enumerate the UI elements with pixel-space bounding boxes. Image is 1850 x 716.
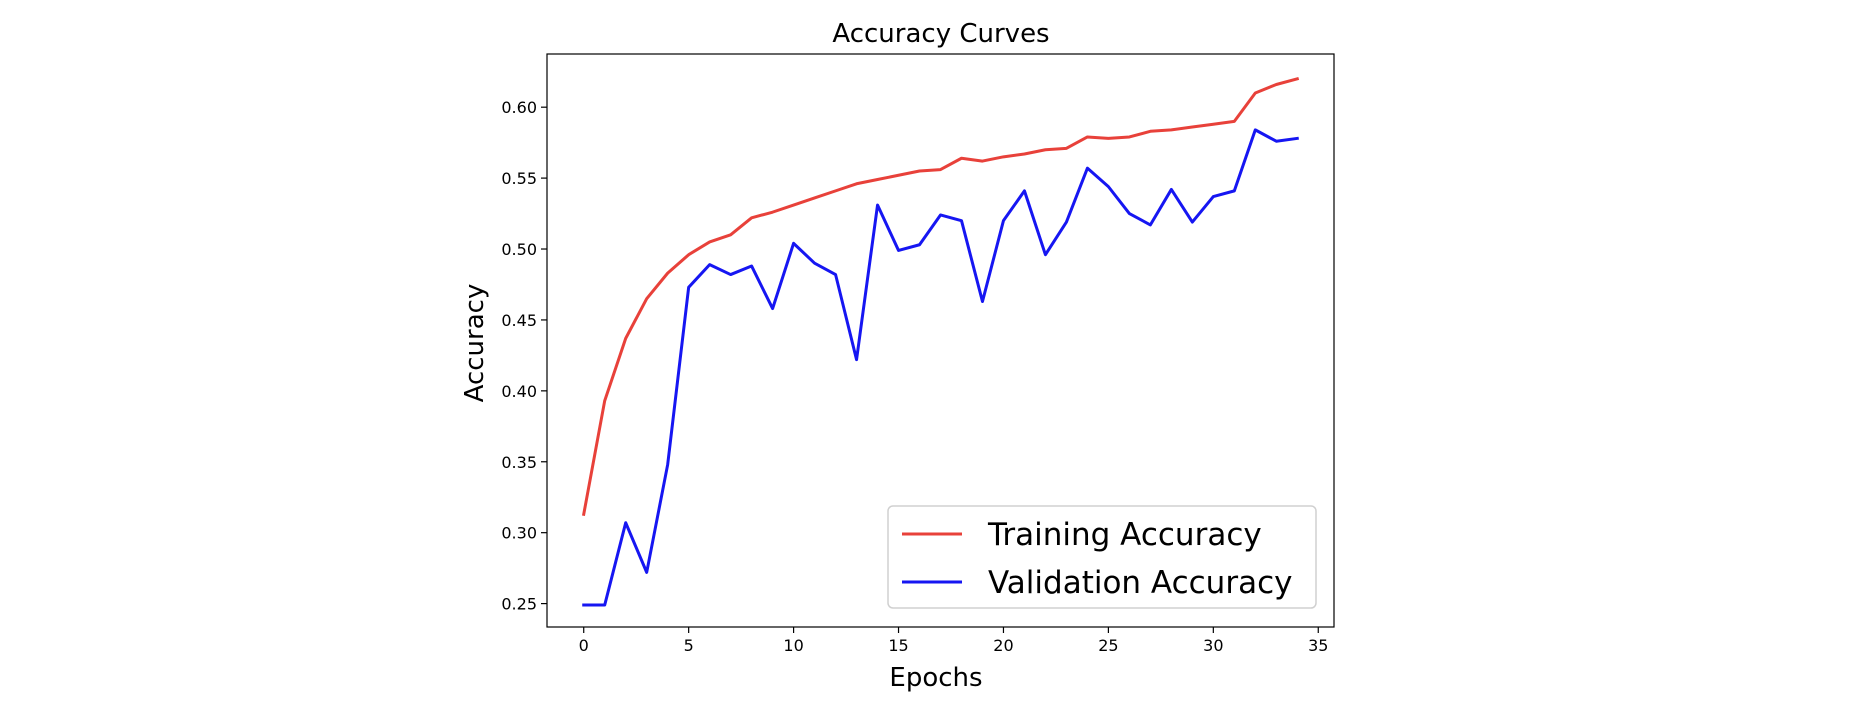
legend: Training Accuracy Validation Accuracy bbox=[887, 505, 1317, 609]
plot-frame bbox=[546, 53, 1335, 628]
legend-label: Validation Accuracy bbox=[988, 565, 1292, 601]
x-tick-label: 15 bbox=[888, 636, 908, 655]
x-tick-label: 35 bbox=[1308, 636, 1328, 655]
series-line-validation bbox=[582, 128, 1299, 607]
x-tick-label: 5 bbox=[684, 636, 694, 655]
legend-label: Training Accuracy bbox=[987, 517, 1262, 553]
y-tick-label: 0.60 bbox=[501, 98, 537, 117]
y-tick-label: 0.55 bbox=[501, 169, 537, 188]
x-axis-label: Epochs bbox=[889, 663, 982, 693]
chart-title: Accuracy Curves bbox=[832, 19, 1049, 49]
y-tick-label: 0.25 bbox=[501, 595, 537, 614]
x-tick-label: 10 bbox=[783, 636, 803, 655]
series-lines bbox=[581, 76, 1300, 607]
x-tick-label: 0 bbox=[579, 636, 589, 655]
legend-box bbox=[887, 505, 1317, 609]
y-tick-label: 0.35 bbox=[501, 453, 537, 472]
x-tick-label: 25 bbox=[1098, 636, 1118, 655]
y-tick-label: 0.40 bbox=[501, 382, 537, 401]
y-tick-label: 0.45 bbox=[501, 311, 537, 330]
y-axis-label: Accuracy bbox=[460, 284, 490, 403]
x-tick-label: 30 bbox=[1203, 636, 1223, 655]
axis-ticks: 0 5 10 15 20 25 30 35 0.25 0.30 0.35 0.40 0.45 0.50 0.… bbox=[501, 98, 1328, 655]
y-tick-label: 0.30 bbox=[501, 524, 537, 543]
x-tick-label: 20 bbox=[993, 636, 1013, 655]
series-line-training bbox=[581, 76, 1300, 516]
y-tick-label: 0.50 bbox=[501, 240, 537, 259]
